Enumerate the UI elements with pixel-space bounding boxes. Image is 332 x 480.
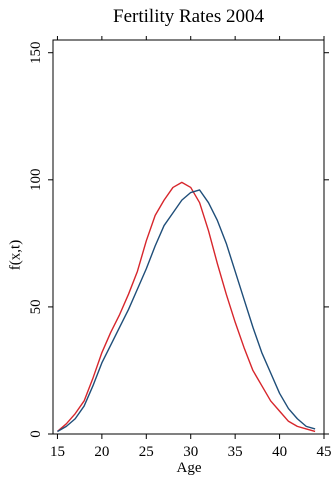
x-tick-label: 45 <box>317 444 332 460</box>
series-line-2 <box>57 189 316 433</box>
y-tick-label: 100 <box>28 169 44 192</box>
y-tick-label: 0 <box>28 430 44 438</box>
x-tick-label: 35 <box>228 444 243 460</box>
chart-title: Fertility Rates 2004 <box>113 6 264 27</box>
x-tick-label: 40 <box>272 444 287 460</box>
x-axis-label: Age <box>176 460 202 476</box>
x-tick-label: 20 <box>94 444 109 460</box>
x-tick-label: 30 <box>183 444 198 460</box>
series-line-1 <box>56 181 316 433</box>
y-tick-label: 150 <box>28 41 44 64</box>
plot-frame <box>52 39 325 435</box>
x-tick-label: 15 <box>50 444 65 460</box>
x-tick-label: 25 <box>139 444 154 460</box>
y-tick-label: 50 <box>28 299 44 314</box>
